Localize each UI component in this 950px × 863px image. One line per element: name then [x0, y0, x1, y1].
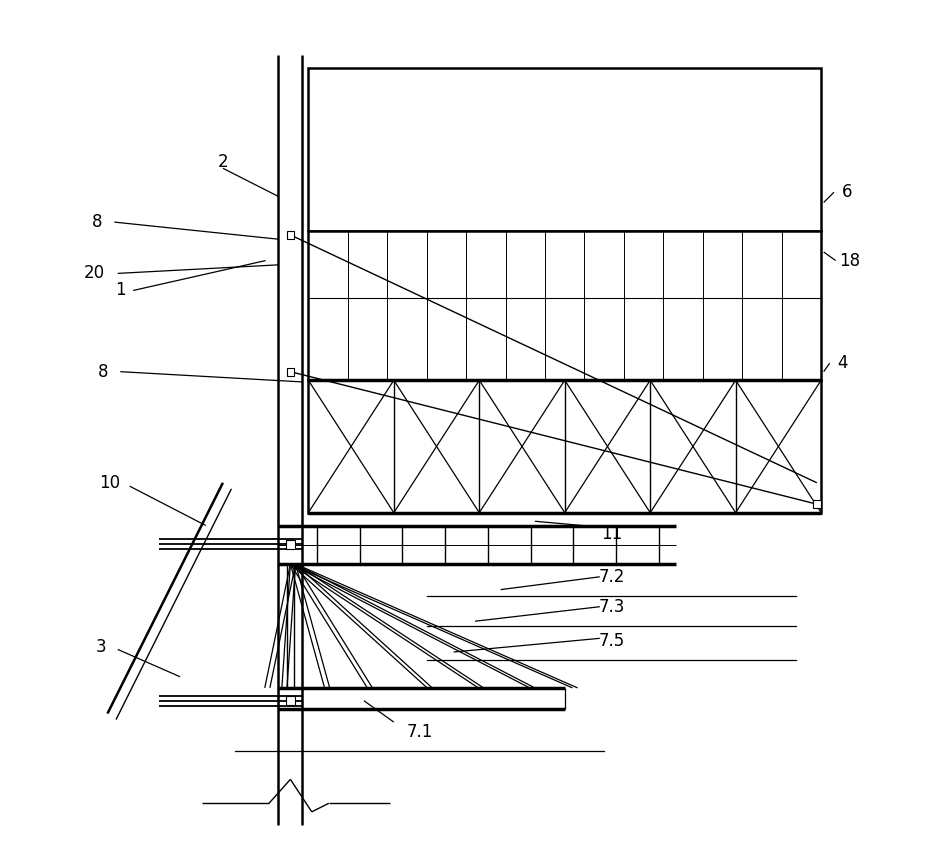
Bar: [309, 68, 821, 230]
Bar: [309, 230, 821, 381]
Bar: [286, 696, 294, 705]
Text: 10: 10: [99, 474, 120, 492]
Text: 6: 6: [842, 183, 852, 201]
Text: 1: 1: [115, 281, 125, 299]
Bar: [287, 368, 294, 375]
Text: 20: 20: [85, 264, 105, 282]
Bar: [287, 231, 294, 239]
Text: 7.5: 7.5: [598, 632, 625, 650]
Text: 7.1: 7.1: [407, 723, 432, 741]
Text: 7.3: 7.3: [598, 598, 625, 615]
Text: 8: 8: [98, 362, 108, 381]
Bar: [309, 381, 821, 513]
Text: 11: 11: [601, 525, 622, 543]
Text: 4: 4: [837, 354, 847, 372]
Text: 7.2: 7.2: [598, 568, 625, 586]
Bar: [286, 540, 294, 549]
Bar: [813, 501, 821, 508]
Text: 3: 3: [95, 638, 106, 656]
Text: 2: 2: [218, 154, 228, 171]
Text: 18: 18: [839, 252, 860, 269]
Text: 8: 8: [92, 213, 103, 231]
